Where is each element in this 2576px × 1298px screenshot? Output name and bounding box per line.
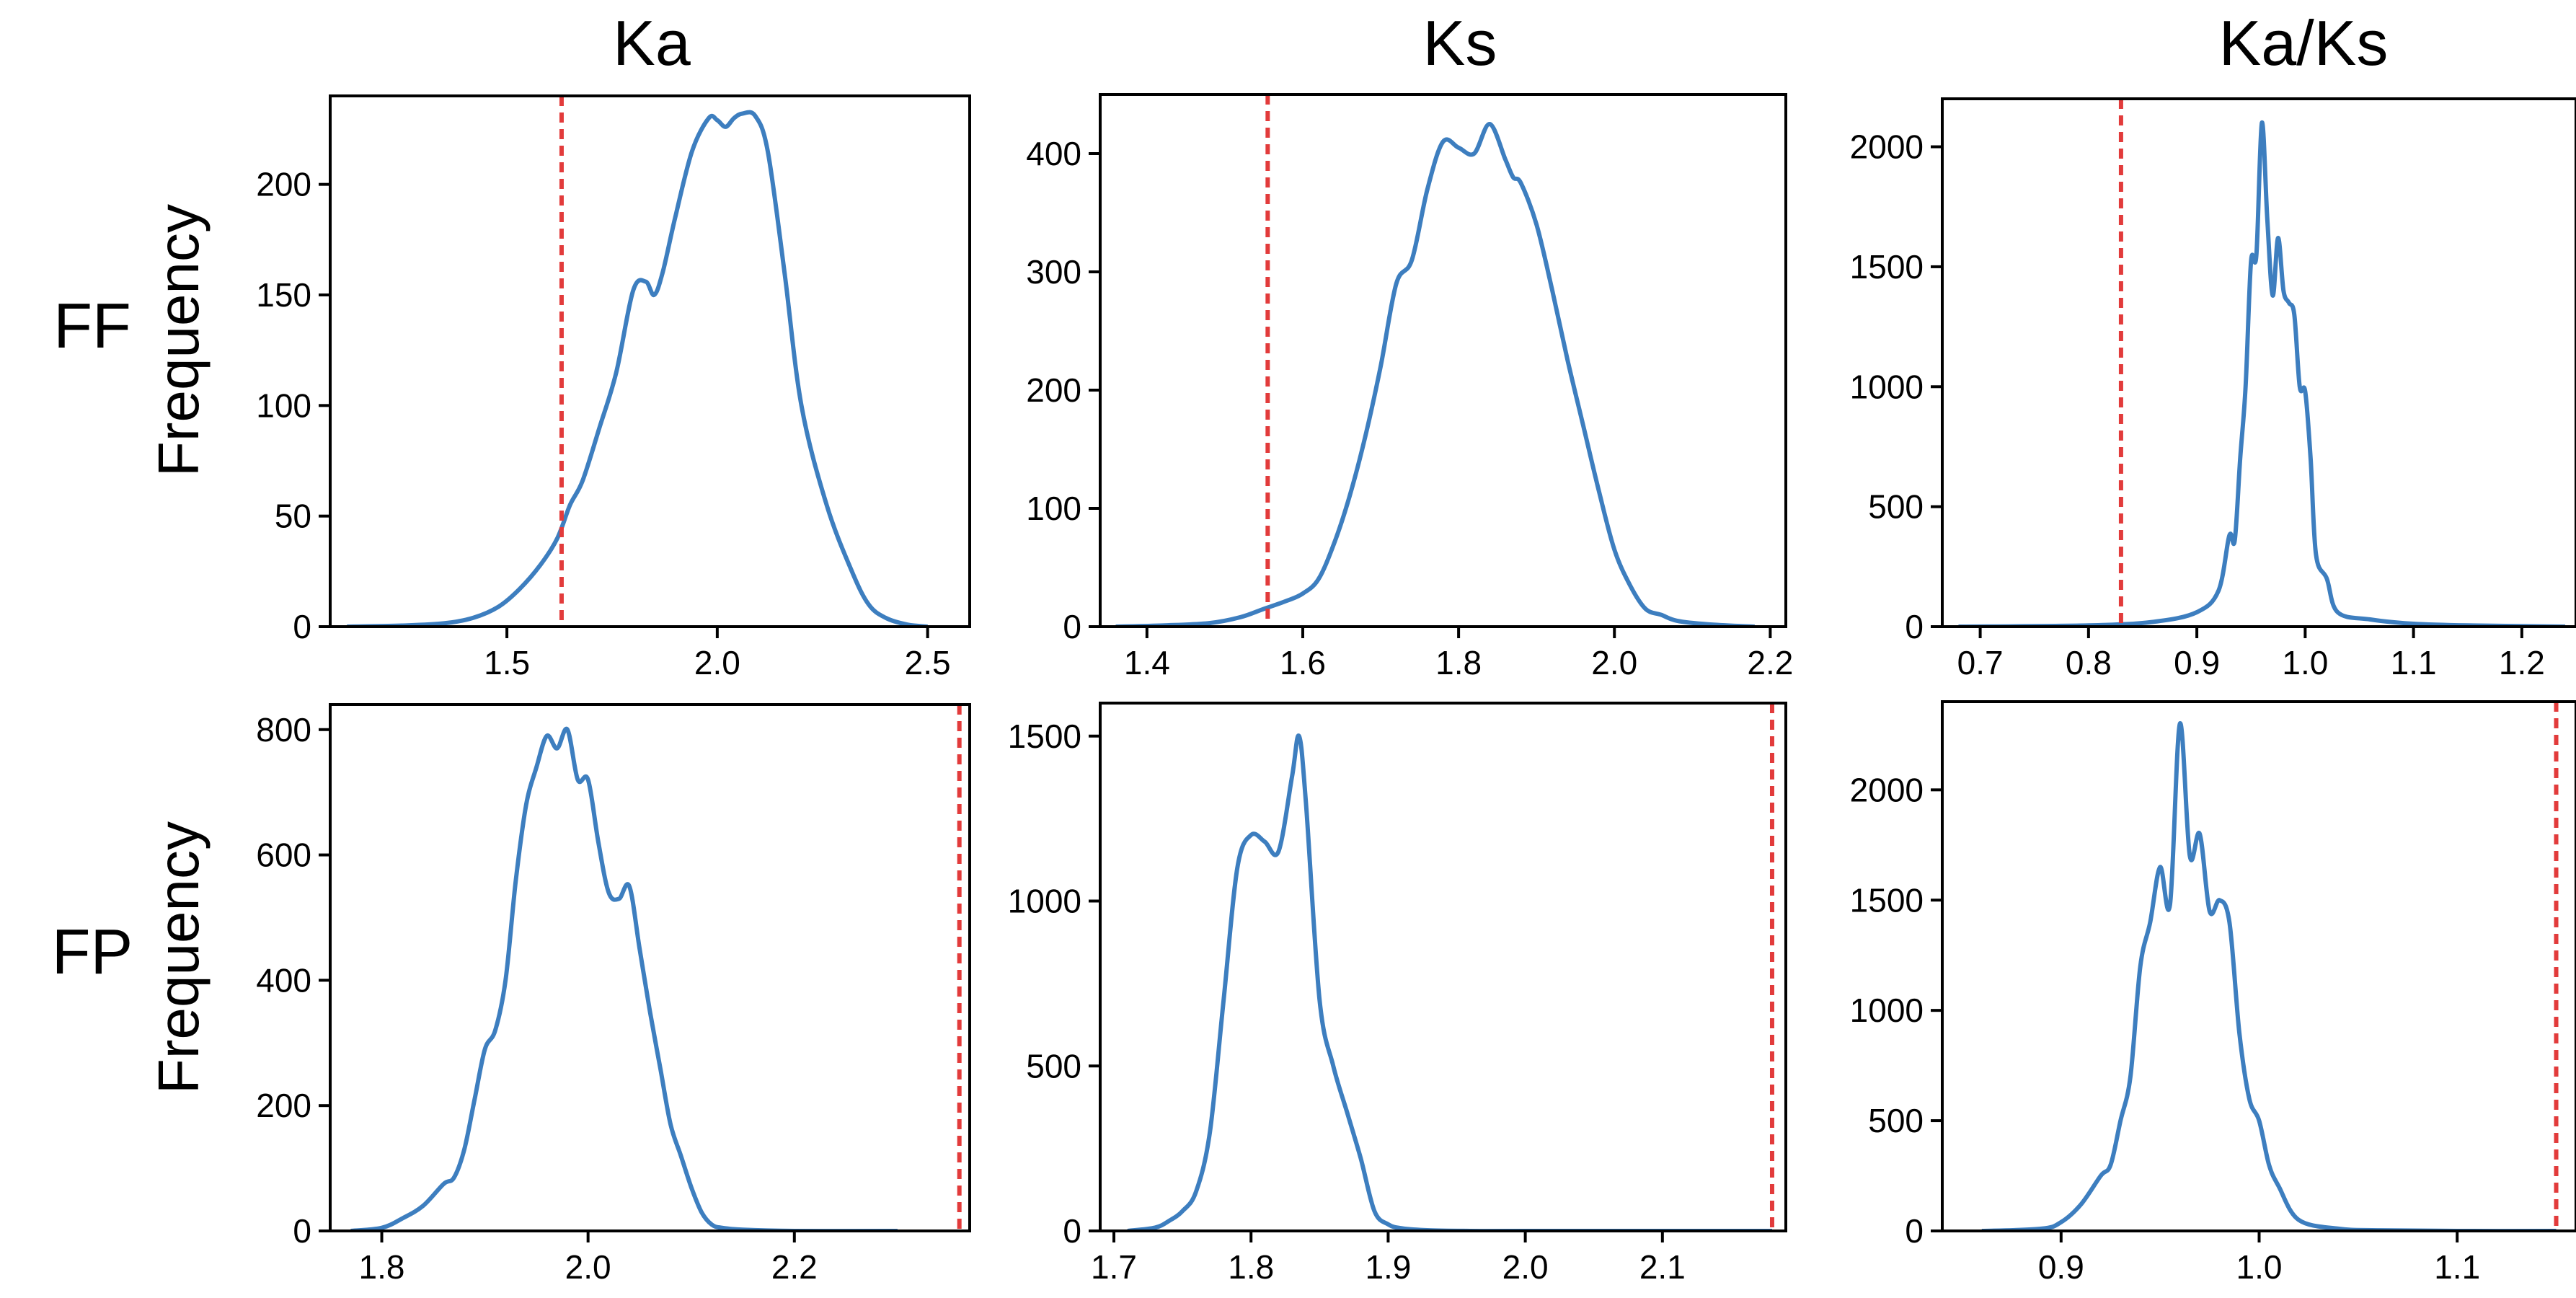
y-tick-label: 200 (1026, 371, 1081, 409)
density-curve (347, 110, 928, 627)
x-tick-label: 1.4 (1124, 644, 1170, 681)
panel-fp-ks: 1.7 1.8 1.9 2.0 2.1 0 500 1000 1500 (1008, 702, 1787, 1286)
y-tick-label: 2000 (1850, 771, 1924, 808)
axes-frame (329, 94, 971, 628)
x-tick-label: 1.8 (359, 1248, 405, 1286)
ylabel-fp: Frequency (146, 821, 211, 1094)
y-tick-label: 1500 (1850, 881, 1924, 919)
density-curve (350, 726, 898, 1231)
panel-ff-ka: 1.5 2.0 2.5 0 50 100 150 200 (256, 94, 971, 681)
axes-frame (1099, 702, 1787, 1232)
density-curve (1958, 120, 2566, 627)
x-tick-label: 2.0 (1591, 644, 1637, 681)
density-curve (1127, 733, 1772, 1231)
y-tick-label: 100 (256, 387, 311, 424)
y-tick-label: 200 (256, 166, 311, 203)
y-tick-label: 500 (1868, 488, 1924, 526)
column-title-ks: Ks (1423, 7, 1497, 79)
x-tick-label: 2.1 (1639, 1248, 1686, 1286)
y-tick-label: 500 (1868, 1102, 1924, 1139)
panel-fp-ka: 1.8 2.0 2.2 0 200 400 600 800 (256, 703, 971, 1286)
y-tick-label: 2000 (1850, 128, 1924, 166)
x-tick-label: 1.2 (2499, 644, 2545, 681)
axes-frame (329, 703, 971, 1232)
x-tick-label: 1.5 (484, 644, 530, 681)
ylabel-ff: Frequency (146, 204, 211, 477)
x-tick-label: 1.1 (2434, 1248, 2480, 1286)
panels: 1.5 2.0 2.5 0 50 100 150 200 1.4 1.6 1.8 2.0 2.2 0 100… (256, 93, 2576, 1286)
density-curve (1981, 721, 2557, 1231)
x-tick-label: 0.8 (2066, 644, 2112, 681)
y-tick-label: 0 (1063, 608, 1081, 645)
y-tick-label: 0 (1905, 1212, 1924, 1250)
y-tick-label: 100 (1026, 490, 1081, 527)
axes-frame (1941, 97, 2576, 628)
x-tick-label: 0.7 (1957, 644, 2004, 681)
y-tick-label: 400 (256, 961, 311, 999)
panel-fp-kaks: 0.9 1.0 1.1 0 500 1000 1500 2000 (1850, 700, 2576, 1286)
y-tick-label: 0 (293, 1212, 311, 1250)
x-tick-label: 0.9 (2038, 1248, 2084, 1286)
x-tick-label: 2.0 (565, 1248, 611, 1286)
x-tick-label: 2.0 (694, 644, 740, 681)
x-tick-label: 1.8 (1228, 1248, 1274, 1286)
panel-ff-ks: 1.4 1.6 1.8 2.0 2.2 0 100 200 300 400 (1026, 93, 1793, 681)
x-tick-label: 2.5 (905, 644, 951, 681)
y-tick-label: 0 (293, 608, 311, 645)
y-tick-label: 800 (256, 711, 311, 749)
x-tick-label: 1.0 (2236, 1248, 2283, 1286)
row-label-ff: FF (53, 290, 131, 361)
y-tick-label: 600 (256, 836, 311, 874)
y-tick-label: 1500 (1008, 718, 1081, 755)
axes-frame (1099, 93, 1787, 628)
y-tick-label: 1000 (1850, 992, 1924, 1029)
x-tick-label: 1.8 (1435, 644, 1482, 681)
x-tick-label: 1.6 (1280, 644, 1326, 681)
x-tick-label: 2.2 (771, 1248, 818, 1286)
x-tick-label: 1.0 (2282, 644, 2328, 681)
y-tick-label: 500 (1026, 1047, 1081, 1085)
column-title-kaks: Ka/Ks (2219, 7, 2389, 79)
x-tick-label: 2.2 (1747, 644, 1793, 681)
y-tick-label: 150 (256, 276, 311, 314)
axes-frame (1941, 700, 2576, 1232)
x-tick-label: 1.9 (1365, 1248, 1411, 1286)
y-tick-label: 1500 (1850, 248, 1924, 286)
y-tick-label: 400 (1026, 135, 1081, 172)
density-curve (1115, 122, 1755, 627)
y-tick-label: 1000 (1008, 883, 1081, 920)
x-tick-label: 0.9 (2174, 644, 2220, 681)
x-tick-label: 2.0 (1502, 1248, 1549, 1286)
y-tick-label: 200 (256, 1087, 311, 1124)
x-tick-label: 1.7 (1091, 1248, 1137, 1286)
panel-ff-kaks: 0.7 0.8 0.9 1.0 1.1 1.2 0 500 1000 1500 2000 (1850, 97, 2576, 681)
y-tick-label: 300 (1026, 253, 1081, 291)
y-tick-label: 0 (1905, 608, 1924, 645)
row-label-fp: FP (52, 916, 133, 987)
x-tick-label: 1.1 (2391, 644, 2437, 681)
column-title-ka: Ka (613, 7, 691, 79)
y-tick-label: 50 (275, 498, 311, 535)
y-tick-label: 0 (1063, 1212, 1081, 1250)
y-tick-label: 1000 (1850, 368, 1924, 405)
